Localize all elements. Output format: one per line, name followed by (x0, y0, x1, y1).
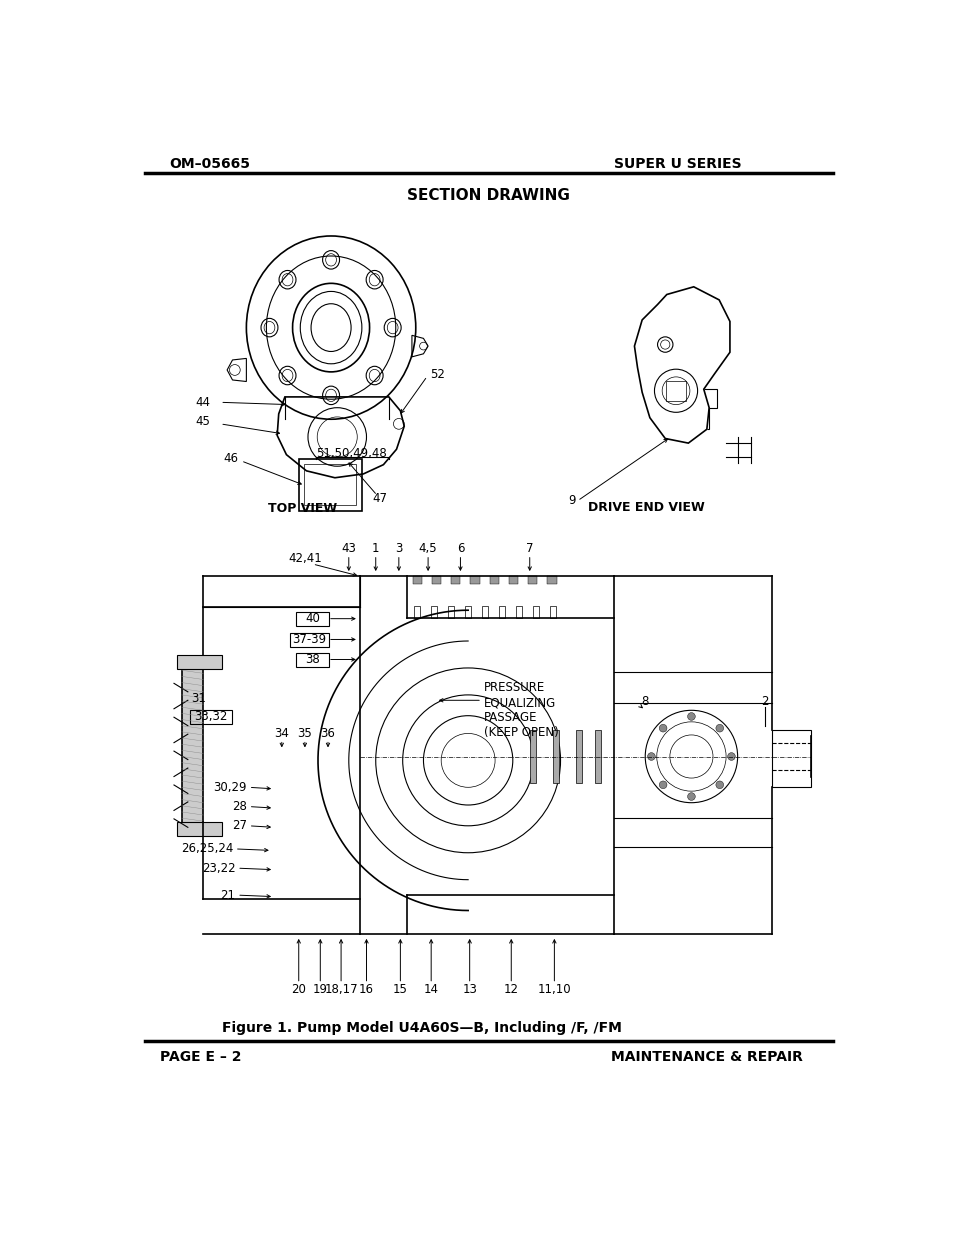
Text: 28: 28 (232, 800, 247, 813)
Bar (432, 577, 440, 584)
Bar (304, 464, 356, 505)
Text: 14: 14 (423, 983, 438, 995)
Bar (464, 605, 471, 618)
Bar (772, 730, 810, 787)
Bar (516, 605, 521, 618)
Text: 20: 20 (291, 983, 306, 995)
Bar (431, 605, 436, 618)
Text: 46: 46 (223, 452, 238, 466)
Text: 44: 44 (195, 395, 210, 409)
Text: 3: 3 (395, 542, 402, 555)
Text: MAINTENANCE & REPAIR: MAINTENANCE & REPAIR (610, 1050, 801, 1063)
Bar (448, 605, 454, 618)
Bar (665, 380, 685, 401)
Text: PAGE E – 2: PAGE E – 2 (160, 1050, 241, 1063)
Bar (595, 730, 600, 783)
Text: OM–05665: OM–05665 (170, 157, 250, 170)
Circle shape (687, 793, 695, 800)
Bar (528, 577, 537, 584)
Bar (529, 730, 536, 783)
Text: 45: 45 (195, 415, 210, 429)
Bar (481, 605, 488, 618)
Bar (181, 668, 203, 826)
Bar (547, 577, 557, 584)
Text: TOP VIEW: TOP VIEW (268, 503, 336, 515)
Circle shape (659, 725, 666, 732)
Text: 6: 6 (456, 542, 464, 555)
Bar (451, 577, 460, 584)
Circle shape (715, 725, 722, 732)
Bar (498, 605, 504, 618)
Text: 30,29: 30,29 (213, 781, 247, 794)
Bar (413, 577, 421, 584)
Text: 19: 19 (313, 983, 328, 995)
Bar (298, 458, 361, 511)
Text: 33,32: 33,32 (194, 710, 228, 722)
Text: 4,5: 4,5 (418, 542, 436, 555)
Text: 18,17: 18,17 (324, 983, 357, 995)
Text: 15: 15 (393, 983, 407, 995)
Text: PRESSURE
EQUALIZING
PASSAGE
(KEEP OPEN): PRESSURE EQUALIZING PASSAGE (KEEP OPEN) (483, 680, 558, 739)
Text: 9: 9 (568, 494, 576, 506)
Text: 40: 40 (305, 613, 319, 625)
Text: DRIVE END VIEW: DRIVE END VIEW (588, 500, 704, 514)
Circle shape (687, 713, 695, 720)
Text: SECTION DRAWING: SECTION DRAWING (407, 189, 570, 204)
Bar (533, 605, 538, 618)
Bar (549, 605, 556, 618)
Text: 16: 16 (358, 983, 374, 995)
Text: 42,41: 42,41 (288, 552, 321, 566)
Text: 36: 36 (320, 727, 335, 740)
Text: SUPER U SERIES: SUPER U SERIES (614, 157, 741, 170)
Bar (552, 730, 558, 783)
Bar (470, 577, 479, 584)
Text: 13: 13 (462, 983, 476, 995)
Text: Figure 1. Pump Model U4A60S—B, Including /F, /FM: Figure 1. Pump Model U4A60S—B, Including… (222, 1020, 621, 1035)
Text: 12: 12 (503, 983, 518, 995)
Text: 23,22: 23,22 (202, 862, 235, 874)
Text: 2: 2 (760, 694, 767, 708)
Bar (489, 577, 498, 584)
Text: 1: 1 (372, 542, 379, 555)
Circle shape (647, 752, 655, 761)
Text: 31: 31 (192, 693, 206, 705)
Text: 38: 38 (305, 653, 319, 666)
Bar (576, 730, 581, 783)
Circle shape (727, 752, 735, 761)
Text: 51,50,49,48: 51,50,49,48 (316, 447, 387, 459)
Text: 8: 8 (640, 694, 648, 708)
Text: 27: 27 (232, 819, 247, 832)
Text: 11,10: 11,10 (537, 983, 571, 995)
Text: 7: 7 (525, 542, 533, 555)
Circle shape (659, 781, 666, 789)
Text: 47: 47 (372, 492, 387, 505)
Text: 26,25,24: 26,25,24 (181, 842, 233, 856)
Text: 37-39: 37-39 (293, 634, 326, 646)
Text: 34: 34 (274, 727, 289, 740)
Circle shape (715, 781, 722, 789)
Text: 43: 43 (341, 542, 355, 555)
Text: 21: 21 (220, 889, 235, 902)
Bar (177, 655, 221, 668)
Text: 35: 35 (297, 727, 312, 740)
Bar (414, 605, 420, 618)
Bar (508, 577, 517, 584)
Bar (177, 823, 221, 836)
Text: 52: 52 (429, 368, 444, 382)
